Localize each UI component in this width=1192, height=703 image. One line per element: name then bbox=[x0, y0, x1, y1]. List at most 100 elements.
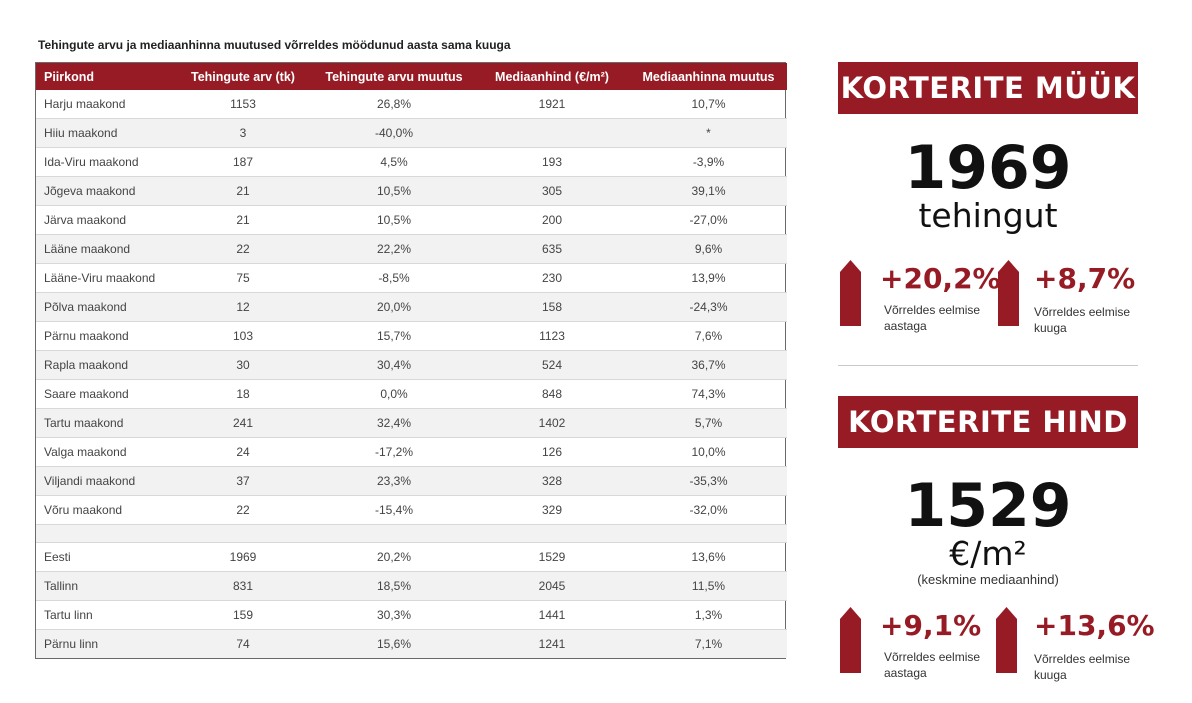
value-cell: 7,1% bbox=[630, 629, 787, 658]
value-cell: 1,3% bbox=[630, 600, 787, 630]
price-stat-year: +9,1% Võrreldes eelmise aastaga bbox=[840, 607, 990, 687]
value-cell: 11,5% bbox=[630, 571, 787, 601]
value-cell: 30,4% bbox=[314, 350, 474, 380]
value-cell: 329 bbox=[474, 495, 630, 525]
value-cell: 2045 bbox=[474, 571, 630, 601]
price-unit: €/m² bbox=[949, 534, 1027, 573]
price-year-pct: +9,1% bbox=[880, 609, 982, 642]
value-cell: -27,0% bbox=[630, 205, 787, 235]
column-header: Tehingute arv (tk) bbox=[172, 63, 314, 90]
region-cell: Lääne maakond bbox=[36, 234, 172, 264]
sales-stat-year: +20,2% Võrreldes eelmise aastaga bbox=[840, 260, 1001, 340]
sales-banner: KORTERITE MÜÜK bbox=[838, 62, 1138, 114]
value-cell: 26,8% bbox=[314, 90, 474, 119]
price-year-note: Võrreldes eelmise aastaga bbox=[884, 650, 981, 680]
table-body: Harju maakond 1153 26,8% 1921 10,7% Hiiu maak… bbox=[36, 90, 787, 658]
table-row: Lääne maakond 22 22,2% 635 9,6% bbox=[36, 234, 787, 264]
value-cell: 30,3% bbox=[314, 600, 474, 630]
value-cell: 30 bbox=[172, 350, 314, 380]
table-header: Piirkond Tehingute arv (tk) Tehingute arvu… bbox=[36, 63, 787, 90]
value-cell: 831 bbox=[172, 571, 314, 601]
value-cell: 7,6% bbox=[630, 321, 787, 351]
table-row: Rapla maakond 30 30,4% 524 36,7% bbox=[36, 350, 787, 380]
value-cell: 32,4% bbox=[314, 408, 474, 438]
value-cell: 126 bbox=[474, 437, 630, 467]
value-cell: * bbox=[630, 118, 787, 148]
price-panel: KORTERITE HIND 1529 €/m² (keskmine media… bbox=[838, 396, 1155, 687]
spacer-cell bbox=[36, 524, 787, 543]
value-cell: 187 bbox=[172, 147, 314, 177]
value-cell: 524 bbox=[474, 350, 630, 380]
value-cell: -8,5% bbox=[314, 263, 474, 293]
table-row: Saare maakond 18 0,0% 848 74,3% bbox=[36, 379, 787, 409]
up-arrow-icon bbox=[840, 607, 861, 673]
table-row: Võru maakond 22 -15,4% 329 -32,0% bbox=[36, 495, 787, 525]
region-cell: Lääne-Viru maakond bbox=[36, 263, 172, 293]
value-cell: 103 bbox=[172, 321, 314, 351]
value-cell: 305 bbox=[474, 176, 630, 206]
value-cell: 5,7% bbox=[630, 408, 787, 438]
value-cell: 3 bbox=[172, 118, 314, 148]
value-cell: 74,3% bbox=[630, 379, 787, 409]
value-cell: 10,0% bbox=[630, 437, 787, 467]
value-cell: -15,4% bbox=[314, 495, 474, 525]
value-cell: 328 bbox=[474, 466, 630, 496]
value-cell: 12 bbox=[172, 292, 314, 322]
table-row: Viljandi maakond 37 23,3% 328 -35,3% bbox=[36, 466, 787, 496]
region-cell: Pärnu linn bbox=[36, 629, 172, 658]
value-cell: 15,6% bbox=[314, 629, 474, 658]
table-row: Ida-Viru maakond 187 4,5% 193 -3,9% bbox=[36, 147, 787, 177]
value-cell: 230 bbox=[474, 263, 630, 293]
value-cell: 24 bbox=[172, 437, 314, 467]
regional-table: Piirkond Tehingute arv (tk) Tehingute arvu… bbox=[35, 62, 787, 659]
value-cell: 158 bbox=[474, 292, 630, 322]
value-cell: 1441 bbox=[474, 600, 630, 630]
value-cell: 10,5% bbox=[314, 176, 474, 206]
value-cell: 1969 bbox=[172, 542, 314, 572]
value-cell: 20,2% bbox=[314, 542, 474, 572]
value-cell: -35,3% bbox=[630, 466, 787, 496]
spacer-row bbox=[36, 524, 787, 543]
table-row: Eesti 1969 20,2% 1529 13,6% bbox=[36, 542, 787, 572]
value-cell: 1123 bbox=[474, 321, 630, 351]
value-cell: 20,0% bbox=[314, 292, 474, 322]
value-cell: -17,2% bbox=[314, 437, 474, 467]
value-cell: 18,5% bbox=[314, 571, 474, 601]
column-header: Mediaanhinna muutus bbox=[630, 63, 787, 90]
up-arrow-icon bbox=[996, 607, 1017, 673]
value-cell: -24,3% bbox=[630, 292, 787, 322]
region-cell: Saare maakond bbox=[36, 379, 172, 409]
region-cell: Valga maakond bbox=[36, 437, 172, 467]
sales-panel: KORTERITE MÜÜK 1969 tehingut +20,2% Võrr… bbox=[838, 62, 1138, 340]
value-cell bbox=[474, 118, 630, 148]
price-month-note: Võrreldes eelmise kuuga bbox=[1034, 652, 1131, 682]
value-cell: 1529 bbox=[474, 542, 630, 572]
column-header: Piirkond bbox=[36, 63, 172, 90]
region-cell: Tallinn bbox=[36, 571, 172, 601]
region-cell: Võru maakond bbox=[36, 495, 172, 525]
table-row: Pärnu linn 74 15,6% 1241 7,1% bbox=[36, 629, 787, 658]
value-cell: 1921 bbox=[474, 90, 630, 119]
value-cell: 10,7% bbox=[630, 90, 787, 119]
price-stats: +9,1% Võrreldes eelmise aastaga +13,6% V… bbox=[838, 607, 1155, 687]
region-cell: Jõgeva maakond bbox=[36, 176, 172, 206]
region-cell: Pärnu maakond bbox=[36, 321, 172, 351]
up-arrow-icon bbox=[998, 260, 1019, 326]
table-row: Põlva maakond 12 20,0% 158 -24,3% bbox=[36, 292, 787, 322]
table-row: Hiiu maakond 3 -40,0% * bbox=[36, 118, 787, 148]
value-cell: 1402 bbox=[474, 408, 630, 438]
value-cell: 10,5% bbox=[314, 205, 474, 235]
panel-divider bbox=[838, 365, 1138, 366]
value-cell: 22 bbox=[172, 495, 314, 525]
region-cell: Harju maakond bbox=[36, 90, 172, 119]
value-cell: 13,6% bbox=[630, 542, 787, 572]
value-cell: 39,1% bbox=[630, 176, 787, 206]
region-cell: Rapla maakond bbox=[36, 350, 172, 380]
sales-stats: +20,2% Võrreldes eelmise aastaga +8,7% V… bbox=[838, 260, 1138, 340]
table-row: Valga maakond 24 -17,2% 126 10,0% bbox=[36, 437, 787, 467]
region-cell: Tartu linn bbox=[36, 600, 172, 630]
value-cell: -3,9% bbox=[630, 147, 787, 177]
value-cell: 9,6% bbox=[630, 234, 787, 264]
value-cell: 4,5% bbox=[314, 147, 474, 177]
region-cell: Tartu maakond bbox=[36, 408, 172, 438]
